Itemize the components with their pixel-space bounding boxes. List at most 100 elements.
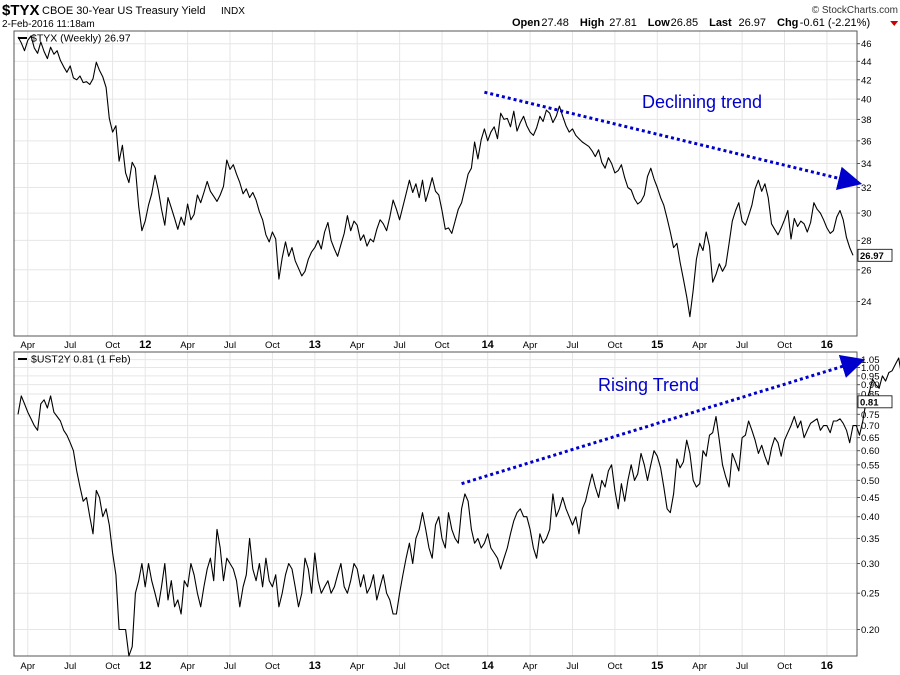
ust2y-panel: 0.20 0.25 0.30 0.35 0.40 0.45 0.50 0.55 0.60 0.65…: [13, 351, 900, 657]
x-tick-label: 15: [651, 660, 663, 672]
header-symbol: $TYX: [2, 2, 40, 19]
x-tick-label: Apr: [692, 340, 707, 351]
y-tick-label: 30: [861, 209, 872, 220]
x-tick-label: Jul: [566, 661, 578, 672]
x-tick-label: Apr: [523, 661, 538, 672]
x-tick-label: Apr: [180, 340, 195, 351]
x-tick-label: Oct: [608, 340, 623, 351]
y-tick-label: 0.70: [861, 421, 880, 432]
y-tick-label: 26: [861, 265, 872, 276]
x-tick-label: Oct: [777, 340, 792, 351]
header-description: CBOE 30-Year US Treasury Yield: [42, 5, 205, 17]
y-tick-label: 0.45: [861, 493, 880, 504]
y-tick-label: 0.50: [861, 476, 880, 487]
y-tick-label: 42: [861, 75, 872, 86]
y-tick-label: 44: [861, 57, 872, 68]
tyx-panel: 24 26 28 30 32 34 36 38 40 42 44 46 $TYX (Weekly) 26…: [13, 30, 893, 337]
last-value-box: [857, 395, 893, 409]
x-tick-label: Oct: [777, 661, 792, 672]
x-tick-label: Apr: [180, 661, 195, 672]
x-tick-label: 16: [821, 660, 833, 672]
y-tick-label: 40: [861, 95, 872, 106]
y-tick-label: 46: [861, 39, 872, 50]
y-tick-label: 36: [861, 136, 872, 147]
quote-value-chg: -0.61 (-2.21%): [800, 17, 870, 29]
y-tick-label: 0.35: [861, 534, 880, 545]
x-tick-label: Apr: [20, 340, 35, 351]
x-tick-label: 15: [651, 339, 663, 351]
annotations: Declining trend Rising Trend: [461, 90, 866, 486]
y-tick-label: 0.60: [861, 446, 880, 457]
y-tick-label: 24: [861, 297, 872, 308]
x-tick-label: Apr: [350, 661, 365, 672]
x-tick-label: Oct: [435, 661, 450, 672]
quote-label-last: Last: [709, 17, 732, 29]
last-value-label: 26.97: [860, 251, 884, 262]
y-tick-label: 28: [861, 236, 872, 247]
x-tick-label: Jul: [736, 661, 748, 672]
x-tick-label: Oct: [105, 340, 120, 351]
annotation-text: Rising Trend: [598, 375, 699, 395]
y-tick-label: 32: [861, 183, 872, 194]
x-tick-label: Jul: [224, 661, 236, 672]
x-tick-label: Oct: [265, 340, 280, 351]
x-tick-label: Apr: [20, 661, 35, 672]
last-value-box: [857, 248, 893, 262]
header: $TYX CBOE 30-Year US Treasury Yield INDX…: [2, 2, 899, 30]
quote-value-high: 27.81: [609, 17, 637, 29]
x-tick-label: 13: [309, 660, 321, 672]
quote-line: Open 27.48 High 27.81 Low 26.85 Last 26.97 Chg -0…: [512, 17, 899, 29]
y-tick-label: 0.85: [861, 389, 880, 400]
x-tick-label: Jul: [224, 340, 236, 351]
price-series-line: [17, 35, 854, 318]
x-tick-label: 12: [139, 660, 151, 672]
x-tick-label: Oct: [105, 661, 120, 672]
legend-label: $TYX (Weekly) 26.97: [31, 33, 131, 45]
y-tick-label: 38: [861, 115, 872, 126]
annotation-text: Declining trend: [642, 92, 762, 112]
quote-value-last: 26.97: [739, 17, 767, 29]
legend-label: $UST2Y 0.81 (1 Feb): [31, 354, 131, 366]
x-tick-label: Apr: [350, 340, 365, 351]
watermark: © StockCharts.com: [812, 5, 898, 16]
y-tick-label: 1.05: [861, 355, 880, 366]
plot-border: [13, 351, 858, 657]
quote-label-chg: Chg: [777, 17, 798, 29]
y-tick-label: 0.40: [861, 512, 880, 523]
y-tick-label: 0.95: [861, 371, 880, 382]
y-tick-label: 0.20: [861, 625, 880, 636]
x-tick-label: 12: [139, 339, 151, 351]
quote-value-open: 27.48: [541, 17, 569, 29]
y-tick-label: 1.00: [861, 363, 880, 374]
y-tick-label: 34: [861, 159, 872, 170]
x-tick-label: Jul: [64, 340, 76, 351]
x-tick-label: Oct: [265, 661, 280, 672]
x-axis: Apr Jul Oct 12 Apr Jul Oct 13 Apr Jul Oct 14 Apr Jul O…: [20, 339, 833, 672]
header-exchange: INDX: [221, 6, 245, 17]
y-tick-label: 0.25: [861, 589, 880, 600]
x-tick-label: Apr: [692, 661, 707, 672]
x-tick-label: Apr: [523, 340, 538, 351]
x-tick-label: 16: [821, 339, 833, 351]
x-tick-label: 14: [482, 339, 495, 351]
x-tick-label: Jul: [394, 340, 406, 351]
plot-area: [14, 352, 857, 656]
y-tick-label: 0.30: [861, 559, 880, 570]
x-tick-label: Oct: [435, 340, 450, 351]
x-tick-label: 14: [482, 660, 495, 672]
y-tick-label: 0.65: [861, 433, 880, 444]
quote-label-high: High: [580, 17, 605, 29]
y-tick-label: 0.55: [861, 460, 880, 471]
plot-area: [14, 31, 857, 336]
x-tick-label: Jul: [736, 340, 748, 351]
quote-label-open: Open: [512, 17, 540, 29]
chg-down-triangle-icon: [890, 21, 899, 26]
x-tick-label: Jul: [566, 340, 578, 351]
price-series-line: [17, 357, 900, 657]
quote-label-low: Low: [648, 17, 670, 29]
last-value-label: 0.81: [860, 397, 879, 408]
trend-arrow: [484, 90, 863, 191]
x-tick-label: Jul: [394, 661, 406, 672]
y-tick-label: 0.90: [861, 380, 880, 391]
